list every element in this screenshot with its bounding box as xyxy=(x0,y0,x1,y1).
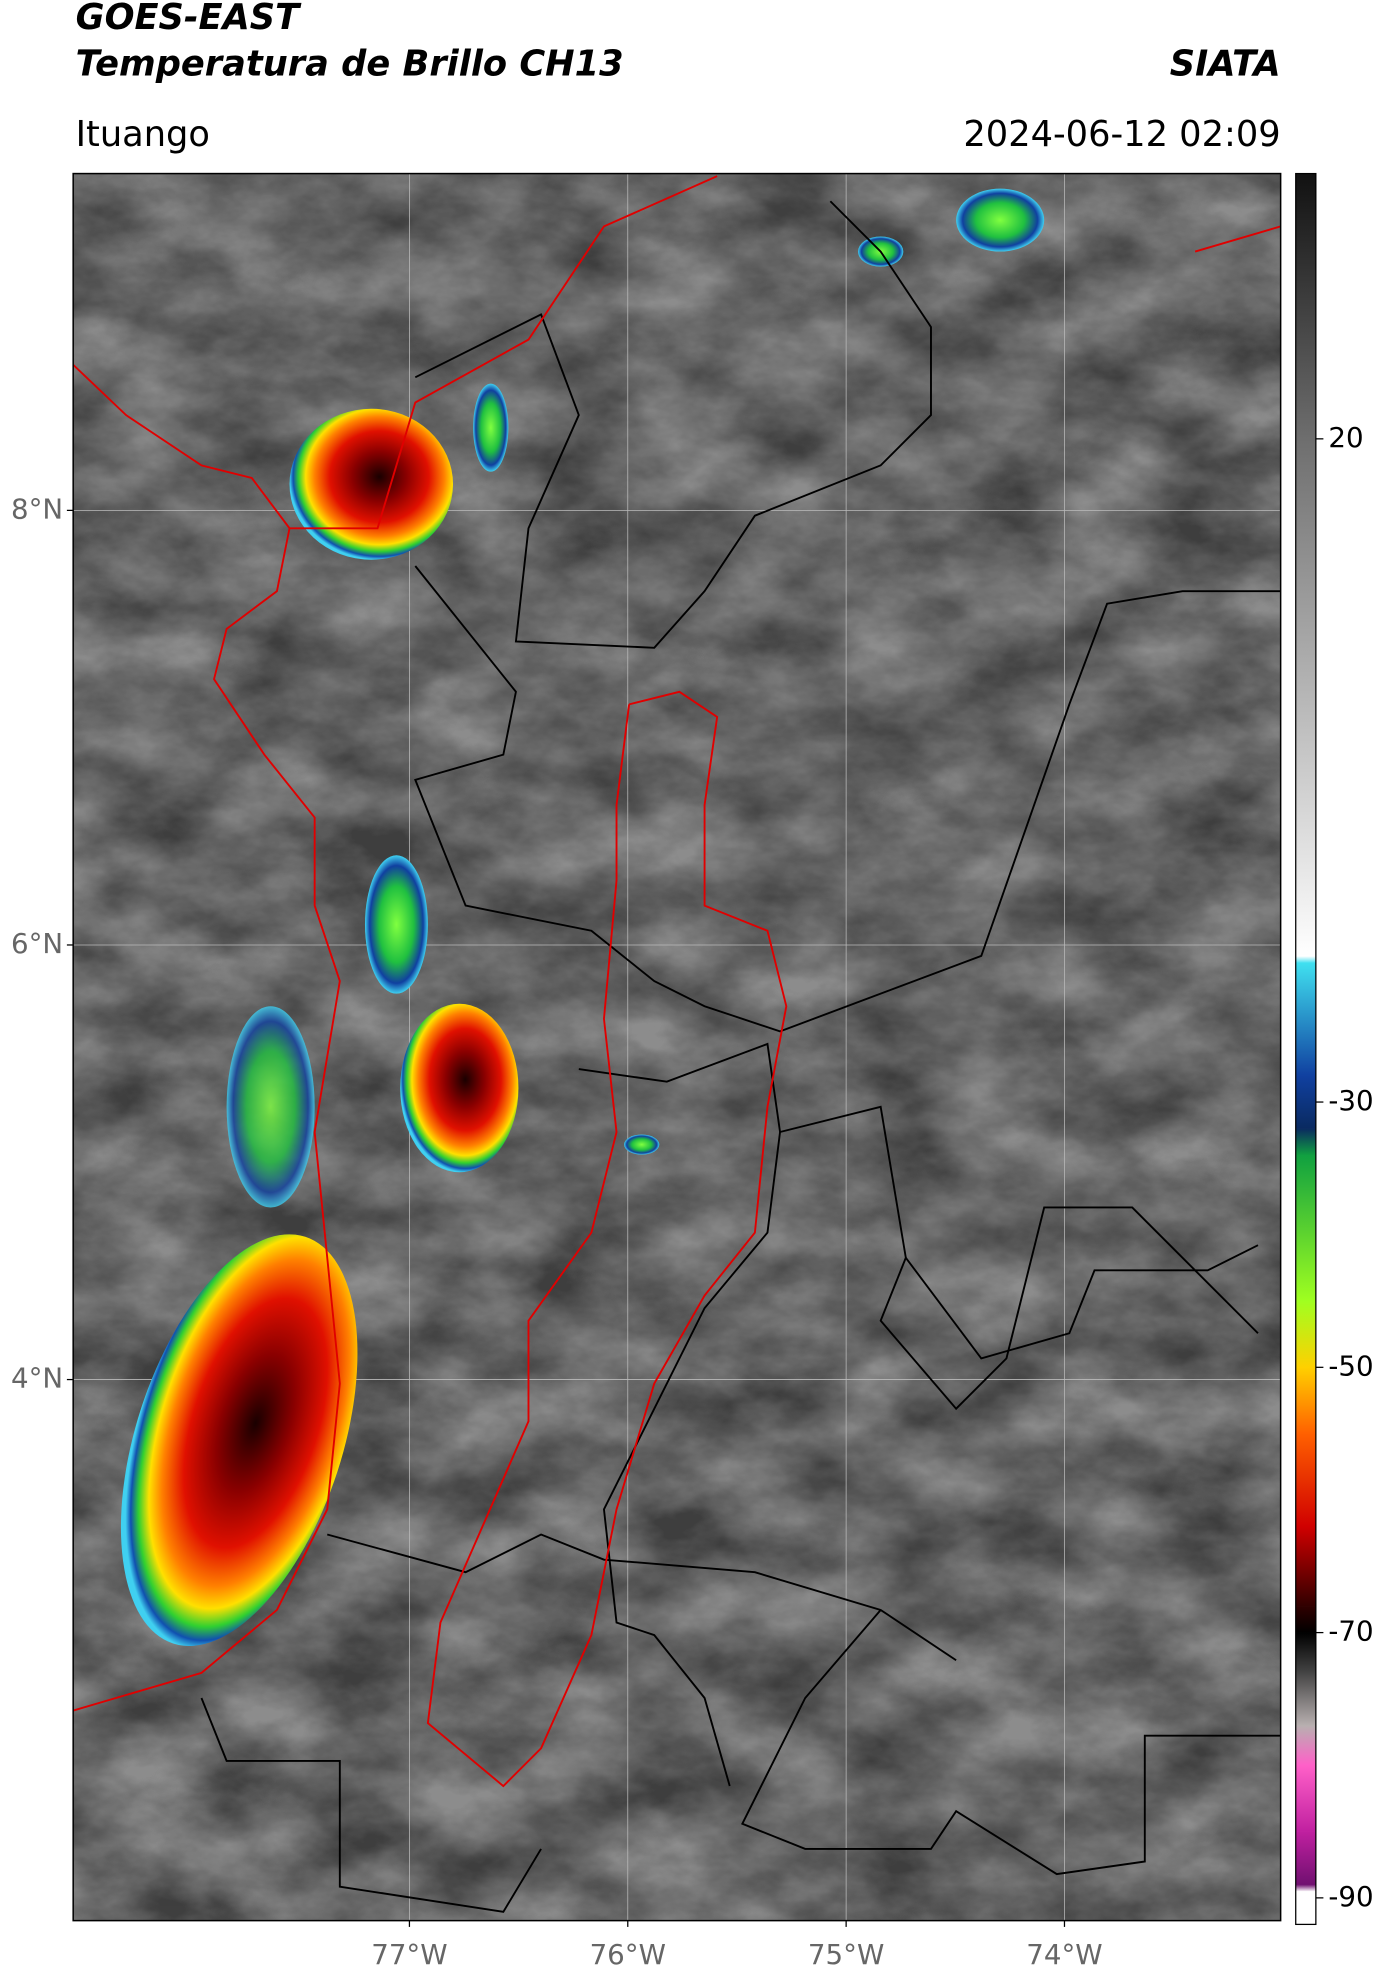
colorbar-segment xyxy=(1295,1367,1316,1435)
colorbar-segment xyxy=(1295,1433,1316,1527)
colorbar-segment xyxy=(1295,962,1316,1076)
title: GOES-EAST xyxy=(76,0,302,38)
colorbar-segment xyxy=(1295,1672,1316,1726)
colorbar-segment xyxy=(1295,1155,1316,1302)
cloud-cell xyxy=(226,1006,315,1208)
colorbar-segment xyxy=(1295,173,1316,440)
colorbar-tick-label: -30 xyxy=(1328,1084,1373,1117)
colorbar-segment xyxy=(1295,1526,1316,1607)
colorbar xyxy=(1295,173,1316,1925)
y-tick-label: 8°N xyxy=(11,492,63,525)
colorbar-segment xyxy=(1295,1300,1316,1368)
colorbar-segment xyxy=(1295,1884,1316,1892)
colorbar-tick-label: -70 xyxy=(1328,1615,1373,1648)
cloud-cell xyxy=(364,855,428,994)
colorbar-segment xyxy=(1295,1128,1316,1156)
colorbar-segment xyxy=(1295,1606,1316,1633)
red-borders xyxy=(73,175,1281,1788)
cloud-cell xyxy=(624,1134,660,1155)
datetime: 2024-06-12 02:09 xyxy=(963,114,1280,155)
colorbar-segment xyxy=(1295,438,1316,957)
colorbar-frame xyxy=(1295,172,1317,1926)
colorbar-segment xyxy=(1295,956,1316,964)
storm-cell xyxy=(289,408,454,560)
cloud-cell xyxy=(956,188,1045,252)
x-tick-label: 77°W xyxy=(371,1938,447,1971)
x-tick-label: 76°W xyxy=(590,1938,666,1971)
x-tick-label: 75°W xyxy=(808,1938,884,1971)
colorbar-tick-label: -90 xyxy=(1328,1880,1373,1913)
source: SIATA xyxy=(1170,43,1281,84)
colorbar-segment xyxy=(1295,1632,1316,1673)
y-tick-label: 4°N xyxy=(11,1362,63,1395)
colorbar-segment xyxy=(1295,1765,1316,1832)
storm-cell xyxy=(120,1234,358,1646)
map-area xyxy=(73,173,1281,1921)
colorbar-segment xyxy=(1295,1891,1316,1925)
subtitle: Temperatura de Brillo CH13 xyxy=(76,43,624,84)
cloud-cell xyxy=(473,383,509,472)
colorbar-segment xyxy=(1295,1831,1316,1885)
y-tick-label: 6°N xyxy=(11,927,63,960)
location: Ituango xyxy=(76,114,210,155)
x-tick-label: 74°W xyxy=(1026,1938,1102,1971)
map-frame xyxy=(72,172,1282,1922)
colorbar-segment xyxy=(1295,1075,1316,1129)
colorbar-segment xyxy=(1295,1725,1316,1766)
storm-cell xyxy=(400,1003,519,1173)
colorbar-tick-label: 20 xyxy=(1328,421,1363,454)
colorbar-tick-label: -50 xyxy=(1328,1349,1373,1382)
borders xyxy=(200,200,1281,1913)
